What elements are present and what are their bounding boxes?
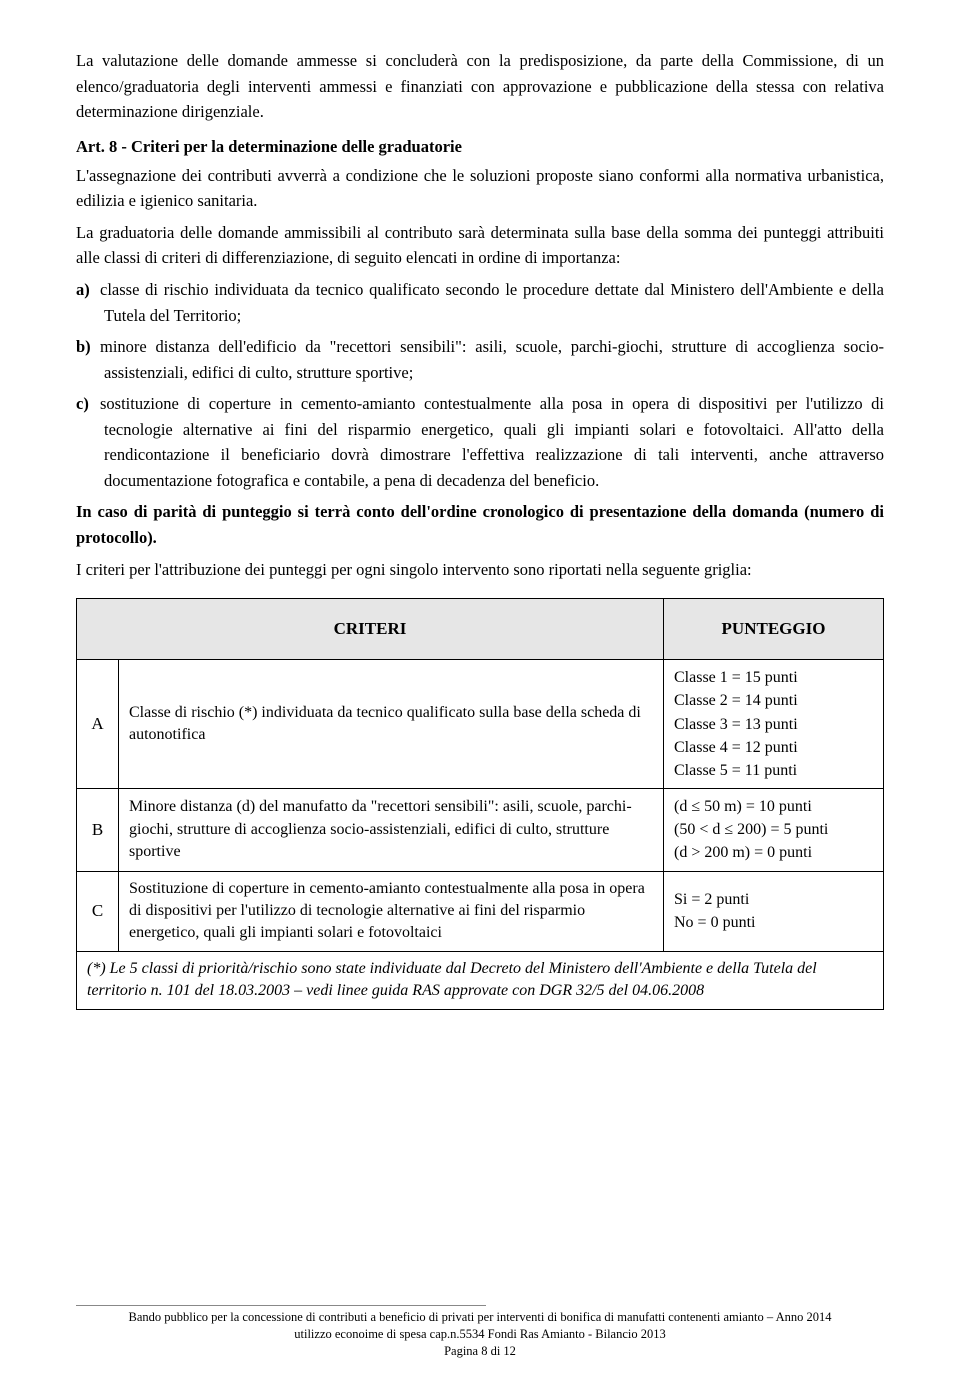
row-letter-a: A — [77, 660, 119, 789]
table-row: C Sostituzione di coperture in cemento-a… — [77, 871, 884, 951]
list-text-b: minore distanza dell'edificio da "recett… — [100, 337, 884, 382]
footer-divider — [76, 1305, 486, 1306]
list-marker-c: c) — [76, 391, 100, 417]
list-text-a: classe di rischio individuata da tecnico… — [100, 280, 884, 325]
header-punteggio: PUNTEGGIO — [664, 599, 884, 660]
table-row: A Classe di rischio (*) individuata da t… — [77, 660, 884, 789]
row-pts-b: (d ≤ 50 m) = 10 punti(50 < d ≤ 200) = 5 … — [664, 789, 884, 872]
footer-line-1: Bando pubblico per la concessione di con… — [0, 1309, 960, 1326]
article-heading: Art. 8 - Criteri per la determinazione d… — [76, 137, 884, 157]
list-item-b: b)minore distanza dell'edificio da "rece… — [76, 334, 884, 385]
row-letter-b: B — [77, 789, 119, 872]
list-text-c: sostituzione di coperture in cemento-ami… — [100, 394, 884, 490]
paragraph-2: L'assegnazione dei contributi avverrà a … — [76, 163, 884, 214]
footer-line-3: Pagina 8 di 12 — [0, 1343, 960, 1360]
row-pts-c: Si = 2 puntiNo = 0 punti — [664, 871, 884, 951]
document-page: La valutazione delle domande ammesse si … — [0, 0, 960, 1386]
list-marker-a: a) — [76, 277, 100, 303]
row-pts-a: Classe 1 = 15 puntiClasse 2 = 14 puntiCl… — [664, 660, 884, 789]
paragraph-intro: La valutazione delle domande ammesse si … — [76, 48, 884, 125]
paragraph-parity: In caso di parità di punteggio si terrà … — [76, 499, 884, 550]
criteria-table: CRITERI PUNTEGGIO A Classe di rischio (*… — [76, 598, 884, 1009]
table-header-row: CRITERI PUNTEGGIO — [77, 599, 884, 660]
header-criteri: CRITERI — [77, 599, 664, 660]
list-item-c: c)sostituzione di coperture in cemento-a… — [76, 391, 884, 493]
table-footnote: (*) Le 5 classi di priorità/rischio sono… — [77, 951, 884, 1009]
page-footer: Bando pubblico per la concessione di con… — [0, 1305, 960, 1360]
row-desc-c: Sostituzione di coperture in cemento-ami… — [119, 871, 664, 951]
footer-line-2: utilizzo econoime di spesa cap.n.5534 Fo… — [0, 1326, 960, 1343]
row-desc-b: Minore distanza (d) del manufatto da "re… — [119, 789, 664, 872]
table-footnote-row: (*) Le 5 classi di priorità/rischio sono… — [77, 951, 884, 1009]
paragraph-3: La graduatoria delle domande ammissibili… — [76, 220, 884, 271]
row-desc-a: Classe di rischio (*) individuata da tec… — [119, 660, 664, 789]
table-row: B Minore distanza (d) del manufatto da "… — [77, 789, 884, 872]
list-item-a: a)classe di rischio individuata da tecni… — [76, 277, 884, 328]
row-letter-c: C — [77, 871, 119, 951]
list-marker-b: b) — [76, 334, 100, 360]
paragraph-grid-intro: I criteri per l'attribuzione dei puntegg… — [76, 557, 884, 583]
